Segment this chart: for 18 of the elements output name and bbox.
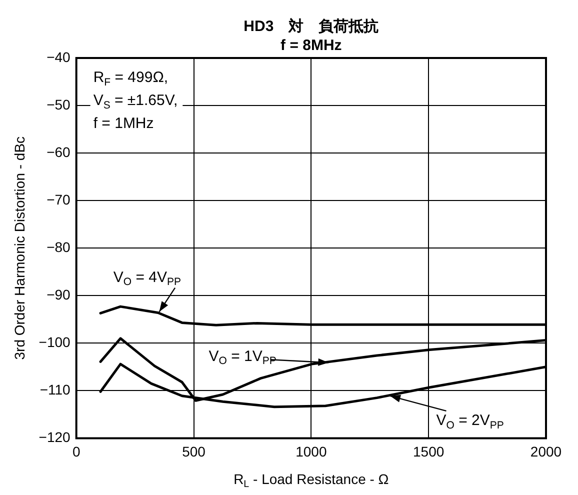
y-tick-label: −110	[40, 382, 71, 398]
y-tick-label: −40	[46, 48, 71, 65]
chart-subtitle: f = 8MHz	[280, 37, 342, 54]
x-tick-label: 1000	[296, 443, 327, 460]
y-tick-label: −50	[46, 96, 71, 112]
y-tick-label: −60	[46, 144, 71, 160]
y-tick-label: −90	[46, 286, 71, 302]
x-tick-label: 0	[72, 443, 80, 460]
y-tick-label: −120	[38, 429, 71, 446]
x-tick-label: 500	[182, 443, 206, 460]
y-axis-title: 3rd Order Harmonic Distortion - dBc	[11, 136, 28, 360]
annotation: f = 1MHz	[93, 115, 154, 132]
x-tick-label: 2000	[530, 443, 562, 460]
y-tick-label: −100	[38, 334, 71, 350]
y-tick-label: −70	[46, 191, 71, 208]
chart-title: HD3 対 負荷抵抗	[244, 17, 379, 36]
x-tick-label: 1500	[413, 443, 444, 460]
y-tick-label: −80	[46, 238, 71, 255]
